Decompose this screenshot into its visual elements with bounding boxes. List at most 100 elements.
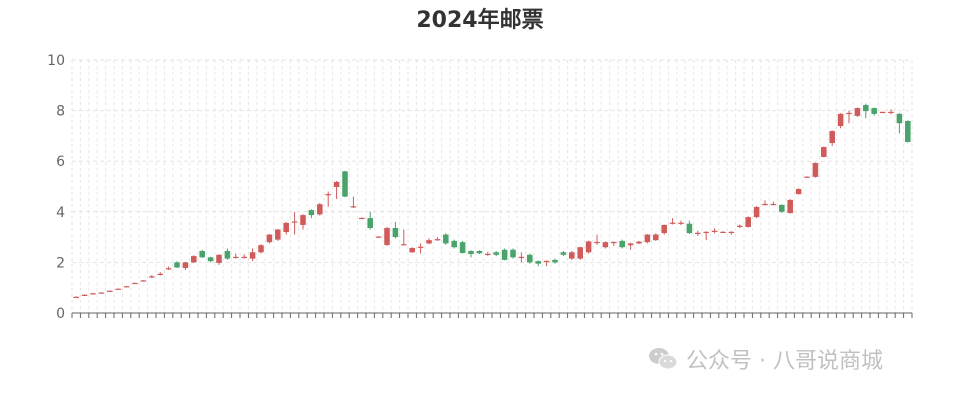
candle-down (871, 108, 877, 114)
candle-up (258, 245, 264, 253)
candle-up (132, 282, 138, 285)
watermark-text: 公众号 · 八哥说商城 (686, 349, 883, 374)
candle-down (619, 240, 625, 248)
candle-down (392, 227, 399, 238)
candle-down (779, 204, 785, 212)
candle-up (678, 222, 684, 224)
candle-down (199, 251, 205, 258)
candle-up (157, 273, 163, 275)
grid (71, 59, 913, 313)
candle-up (627, 243, 634, 246)
candle-down (468, 251, 474, 255)
watermark: 公众号 · 八哥说商城 (648, 343, 883, 375)
candle-up (829, 131, 835, 143)
chart-title: 2024年邮票 (416, 8, 544, 33)
candle-up (123, 286, 130, 288)
candle-up (594, 241, 600, 244)
candle-up (753, 206, 760, 218)
candle-up (518, 256, 525, 259)
candle-down (174, 262, 180, 268)
candle-up (73, 296, 79, 299)
candle-up (90, 293, 96, 295)
candle-up (636, 241, 642, 244)
candle-up (669, 222, 676, 224)
candle-down (342, 171, 348, 197)
y-tick-label: 10 (47, 53, 65, 69)
candle-down (224, 251, 231, 259)
candle-down (863, 105, 869, 112)
candle-up (409, 247, 415, 253)
candle-down (451, 240, 457, 248)
candle-down (493, 252, 499, 255)
candle-down (560, 252, 567, 255)
candle-up (149, 276, 155, 278)
candle-up (770, 203, 777, 206)
y-axis: 0 2 4 6 8 10 (47, 53, 65, 322)
candle-up (611, 241, 617, 244)
candle-down (527, 254, 533, 263)
candle-up (703, 231, 709, 233)
y-tick-label: 2 (56, 255, 65, 271)
candle-up (846, 112, 852, 115)
candle-up (216, 254, 222, 263)
y-tick-label: 4 (56, 205, 65, 221)
candle-down (207, 257, 214, 262)
candle-up (795, 189, 802, 195)
candle-up (602, 242, 609, 248)
candle-down (535, 261, 541, 264)
candle-up (333, 181, 340, 188)
candle-up (317, 204, 323, 215)
candle-up (812, 162, 819, 177)
candle-up (577, 247, 583, 259)
candle-up (107, 290, 113, 292)
candle-down (367, 218, 373, 228)
candle-up (359, 217, 365, 220)
candle-up (266, 234, 273, 243)
candle-up (81, 294, 88, 296)
candle-up (283, 222, 289, 233)
candle-up (249, 252, 256, 259)
candle-up (401, 244, 407, 246)
y-tick-label: 0 (56, 306, 65, 322)
wechat-icon (649, 348, 678, 370)
candle-up (115, 288, 121, 290)
candle-up (879, 111, 886, 114)
candle-up (165, 268, 172, 270)
candle-up (804, 176, 810, 178)
candle-up (350, 206, 357, 208)
candle-up (98, 292, 105, 294)
candle-down (896, 113, 903, 124)
candle-up (837, 113, 844, 127)
candle-up (325, 194, 331, 196)
candle-up (291, 221, 298, 223)
candle-down (476, 251, 483, 254)
candle-up (653, 234, 659, 241)
candle-up (762, 203, 768, 206)
candle-up (275, 229, 281, 240)
candle-up (417, 246, 424, 248)
y-tick-label: 8 (56, 104, 65, 120)
candle-up (434, 239, 441, 241)
candle-up (300, 215, 306, 225)
candle-up (182, 262, 189, 268)
candle-up (140, 280, 147, 282)
candle-down (905, 120, 911, 142)
candle-up (485, 253, 491, 255)
candle-up (191, 256, 197, 263)
candle-down (501, 249, 508, 260)
candle-up (644, 234, 651, 243)
candle-down (552, 259, 558, 263)
candle-down (443, 234, 449, 244)
x-axis (71, 312, 913, 318)
candle-up (737, 225, 743, 227)
candle-up (888, 111, 894, 114)
candle-up (585, 241, 592, 253)
candle-up (695, 232, 701, 234)
candle-up (821, 147, 827, 157)
candle-up (233, 256, 239, 259)
candle-up (661, 224, 667, 234)
y-tick-label: 6 (56, 154, 65, 170)
candle-up (375, 236, 382, 238)
candle-up (569, 252, 575, 259)
